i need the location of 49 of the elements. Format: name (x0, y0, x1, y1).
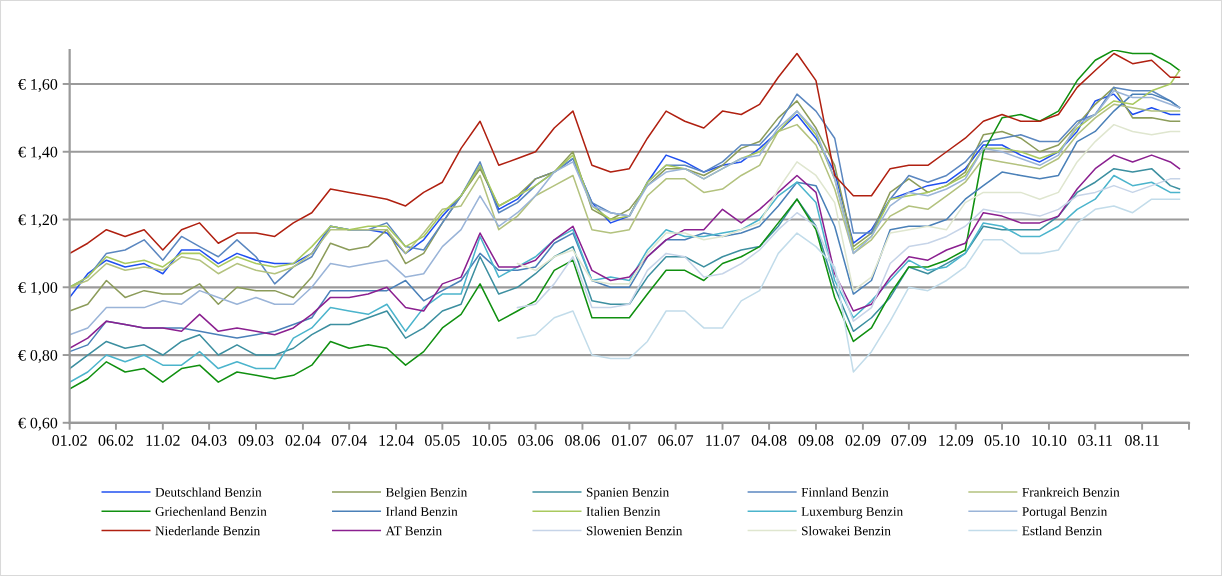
legend-label: Frankreich Benzin (1022, 487, 1120, 497)
y-tick-label: € 1,60 (18, 78, 58, 92)
legend-label: Slowenien Benzin (586, 525, 683, 536)
legend-label: Estland Benzin (1022, 526, 1102, 536)
x-tick-label: 10.10 (1032, 435, 1067, 446)
x-tick-label: 12.09 (939, 435, 974, 446)
legend-label: Niederlande Benzin (155, 525, 260, 536)
x-tick-label: 07.09 (891, 435, 927, 446)
y-tick-label: € 1,20 (18, 214, 58, 228)
x-tick-label: 10.05 (472, 435, 507, 446)
y-tick-label: € 1,40 (18, 146, 58, 160)
x-tick-label: 06.02 (98, 435, 134, 446)
x-tick-label: 06.07 (658, 435, 694, 446)
x-tick-label: 11.07 (706, 435, 740, 446)
x-tick-label: 01.07 (611, 435, 647, 446)
x-tick-label: 11.02 (146, 435, 180, 446)
legend-label: Finnland Benzin (801, 487, 889, 497)
legend-label: Deutschland Benzin (155, 487, 262, 497)
x-tick-label: 09.08 (798, 435, 834, 446)
legend-label: AT Benzin (385, 526, 442, 536)
x-tick-label: 09.03 (238, 435, 274, 446)
line-series (69, 154, 1181, 350)
legend-label: Belgien Benzin (385, 487, 468, 500)
x-tick-label: 04.03 (191, 435, 227, 446)
x-tick-label: 02.04 (285, 435, 321, 446)
line-series (516, 123, 1181, 292)
x-tick-label: 07.04 (331, 435, 367, 446)
legend-label: Irland Benzin (386, 506, 458, 516)
x-tick-label: 12.04 (379, 435, 414, 446)
y-tick-label: € 1,00 (18, 282, 58, 296)
line-series (69, 52, 1181, 255)
line-series (69, 50, 1181, 390)
legend-label: Griechenland Benzin (155, 506, 267, 516)
x-tick-label: 01.02 (52, 435, 87, 446)
legend-label: Spanien Benzin (586, 487, 669, 500)
legend-label: Portugal Benzin (1022, 506, 1108, 519)
x-tick-label: 08.11 (1125, 435, 1159, 446)
y-tick-label: € 0,60 (18, 417, 58, 431)
legend-label: Luxemburg Benzin (801, 506, 903, 519)
x-tick-label: 05.05 (425, 435, 460, 446)
y-tick-label: € 0,80 (18, 349, 58, 364)
x-tick-label: 02.09 (845, 435, 881, 446)
legend-label: Slowakei Benzin (802, 526, 891, 536)
x-tick-label: 08.06 (565, 435, 600, 446)
x-tick-label: 03.11 (1078, 435, 1112, 446)
x-tick-label: 05.10 (984, 435, 1020, 446)
x-tick-label: 04.08 (751, 435, 787, 446)
x-tick-label: 03.06 (518, 435, 554, 446)
legend-label: Italien Benzin (586, 506, 661, 516)
